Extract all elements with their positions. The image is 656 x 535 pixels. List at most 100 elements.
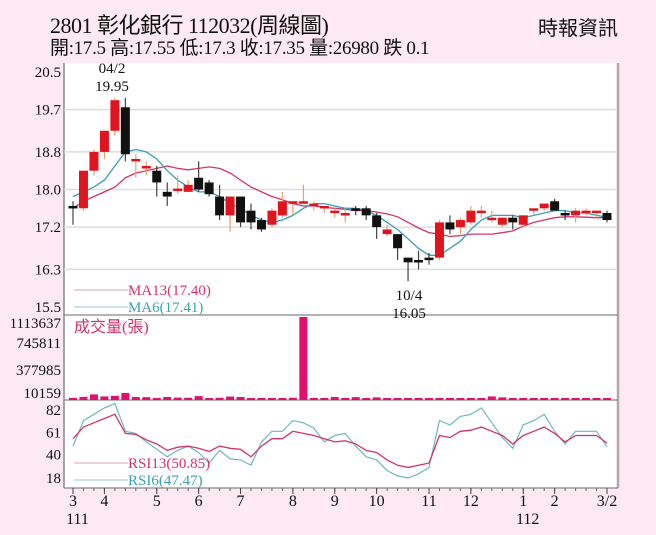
candle xyxy=(330,210,340,214)
ma13-line xyxy=(72,165,607,238)
volume-bar xyxy=(330,397,339,400)
volume-bar xyxy=(173,397,182,400)
volume-bar xyxy=(561,398,570,400)
volume-bar xyxy=(414,398,423,400)
volume-bar xyxy=(456,398,465,400)
price-tick-label: 19.7 xyxy=(35,103,62,119)
x-tick-label: 2 xyxy=(551,493,559,510)
candle xyxy=(110,100,120,131)
candle xyxy=(508,217,518,223)
volume-bar xyxy=(603,397,611,400)
x-tick-label: 3 xyxy=(69,493,77,510)
price-tick-label: 18.8 xyxy=(35,145,61,161)
candle xyxy=(309,203,319,207)
x-tick-label: 4 xyxy=(100,493,108,510)
volume-bar xyxy=(498,397,507,400)
candle xyxy=(68,205,78,209)
candle xyxy=(319,205,329,209)
volume-bar xyxy=(89,394,98,400)
candle xyxy=(89,151,99,171)
candle xyxy=(340,213,350,216)
volume-bar xyxy=(69,397,77,400)
volume-bar xyxy=(309,398,318,400)
candle xyxy=(298,201,308,204)
volume-bar xyxy=(435,398,444,400)
x-tick-label: 6 xyxy=(195,493,203,510)
candle xyxy=(382,229,392,235)
volume-bar xyxy=(540,398,549,400)
x-tick-label: 5 xyxy=(153,493,161,510)
volume-bar xyxy=(341,398,350,400)
volume-bar xyxy=(121,392,130,400)
candle xyxy=(152,170,162,183)
candle xyxy=(602,213,612,221)
candle xyxy=(267,210,277,225)
rsi6-line xyxy=(72,402,608,479)
volume-bar xyxy=(477,398,486,400)
ma6-legend: MA6(17.41) xyxy=(128,300,203,316)
candle xyxy=(78,170,88,209)
candle xyxy=(183,184,193,192)
chart-title: 2801 彰化銀行 112032(周線圖) xyxy=(50,13,329,38)
candle xyxy=(131,158,141,162)
volume-bar xyxy=(592,398,601,400)
candle xyxy=(581,210,591,214)
rsi6-legend: RSI6(47.47) xyxy=(128,473,203,489)
volume-bar xyxy=(529,398,538,400)
candle xyxy=(424,257,434,261)
low-value-label: 16.05 xyxy=(392,306,426,322)
price-tick-label: 18.0 xyxy=(35,183,61,199)
candle xyxy=(403,257,413,263)
volume-bar xyxy=(571,398,580,400)
source-label: 時報資訊 xyxy=(538,18,618,40)
volume-bar xyxy=(131,397,140,400)
candle xyxy=(288,201,298,204)
volume-bar xyxy=(236,397,245,400)
candle xyxy=(434,222,444,258)
volume-bar xyxy=(351,397,360,400)
price-tick-label: 15.5 xyxy=(35,300,61,316)
volume-bar xyxy=(79,396,88,400)
volume-bar xyxy=(110,395,119,400)
x-tick-label: 8 xyxy=(289,493,297,510)
volume-bar xyxy=(278,397,287,400)
candle xyxy=(550,201,560,211)
volume-bar xyxy=(519,398,528,400)
candle xyxy=(246,210,256,223)
candle xyxy=(277,201,287,216)
candle xyxy=(487,217,497,221)
volume-panel: 1113637 745811 377985 10159 xyxy=(10,316,611,402)
candle xyxy=(539,203,549,209)
high-date-label: 04/2 xyxy=(99,61,126,77)
candle xyxy=(361,208,371,216)
candle xyxy=(351,208,361,211)
ma13-legend: MA13(17.40) xyxy=(128,283,211,299)
candle xyxy=(476,210,486,214)
volume-title: 成交量(張) xyxy=(74,318,149,336)
price-tick-label: 20.5 xyxy=(35,65,61,81)
volume-bar xyxy=(362,398,371,400)
candle xyxy=(455,220,465,228)
chart-annotations: 04/2 19.95 10/4 16.05 MA13(17.40) MA6(17… xyxy=(74,61,426,489)
volume-bar xyxy=(142,397,151,400)
rsi13-line xyxy=(72,413,608,469)
year-label: 111 xyxy=(66,511,89,528)
ohlc-summary: 開:17.5 高:17.55 低:17.3 收:17.35 量:26980 跌 … xyxy=(50,38,430,59)
volume-bar xyxy=(152,398,161,400)
volume-bar xyxy=(508,398,517,400)
candle xyxy=(560,213,570,216)
volume-tick-label: 745811 xyxy=(17,336,61,352)
rsi-tick-label: 40 xyxy=(46,448,61,464)
candle xyxy=(141,166,151,169)
chart-frame xyxy=(63,63,620,489)
x-tick-label: 12 xyxy=(463,493,479,510)
candle xyxy=(162,191,172,197)
candle xyxy=(518,215,528,225)
volume-bar xyxy=(425,398,433,400)
rsi-tick-label: 18 xyxy=(46,471,61,487)
x-tick-label: 10 xyxy=(369,493,385,510)
volume-bar xyxy=(288,397,297,400)
rsi-panel: 82 61 40 18 xyxy=(46,402,608,487)
